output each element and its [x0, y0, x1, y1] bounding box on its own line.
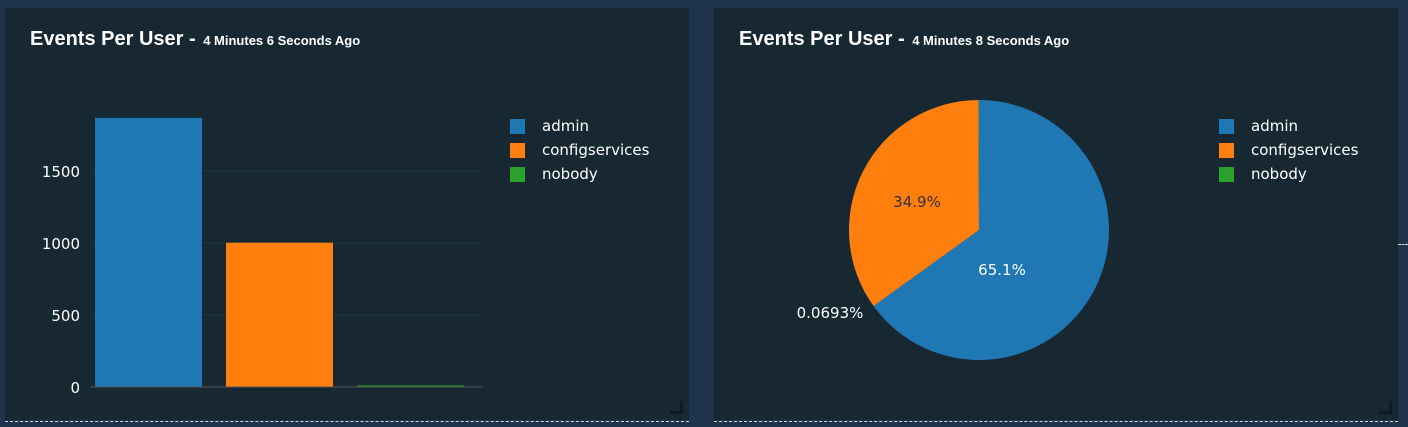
panel-title: Events Per User - 4 Minutes 8 Seconds Ag… [739, 28, 1069, 51]
title-text: Events Per User [739, 28, 893, 50]
legend-swatch [510, 166, 525, 182]
divider [5, 421, 689, 422]
legend-item-admin[interactable]: admin [510, 114, 649, 138]
bar-nobody [357, 385, 464, 387]
pie-chart: 65.1% 34.9% 0.0693% [797, 100, 1109, 360]
y-tick-label: 1000 [42, 235, 80, 253]
legend-label: nobody [542, 165, 598, 183]
legend-item-nobody[interactable]: nobody [510, 162, 649, 186]
legend-item-nobody[interactable]: nobody [1219, 162, 1358, 186]
legend-swatch [1219, 142, 1234, 158]
pie-chart-panel: Events Per User - 4 Minutes 8 Seconds Ag… [714, 8, 1398, 420]
legend-item-admin[interactable]: admin [1219, 114, 1358, 138]
legend-label: nobody [1251, 165, 1307, 183]
legend-label: configservices [542, 141, 650, 159]
resize-handle-icon[interactable] [670, 401, 683, 414]
pie-slice-admin [873, 100, 1109, 360]
pie-slice-configservices [849, 100, 979, 307]
resize-handle-icon[interactable] [1379, 401, 1392, 414]
legend-swatch [510, 118, 525, 134]
panel-age: 4 Minutes 8 Seconds Ago [912, 33, 1070, 48]
legend-item-configservices[interactable]: configservices [510, 138, 649, 162]
divider [1398, 244, 1408, 245]
panel-age: 4 Minutes 6 Seconds Ago [203, 33, 361, 48]
bar-chart-panel: Events Per User - 4 Minutes 6 Seconds Ag… [5, 8, 689, 420]
bar-admin [95, 117, 202, 387]
y-tick-label: 0 [70, 379, 80, 397]
bar-configservices [226, 242, 333, 387]
legend-label: admin [1251, 117, 1298, 135]
y-tick-label: 500 [51, 307, 80, 325]
divider [714, 421, 1398, 422]
legend: admin configservices nobody [510, 114, 649, 186]
pie-data-label: 34.9% [893, 193, 941, 211]
y-tick-label: 1500 [42, 163, 80, 181]
legend-label: admin [542, 117, 589, 135]
legend-item-configservices[interactable]: configservices [1219, 138, 1358, 162]
pie-data-label: 0.0693% [797, 304, 864, 322]
legend-swatch [1219, 118, 1234, 134]
title-separator: - [892, 28, 911, 50]
legend: admin configservices nobody [1219, 114, 1358, 186]
title-text: Events Per User [30, 28, 184, 50]
bar-chart: 0 500 1000 1500 [42, 117, 483, 397]
legend-label: configservices [1251, 141, 1359, 159]
title-separator: - [183, 28, 202, 50]
pie-data-label: 65.1% [978, 261, 1026, 279]
pie-slice-nobody [978, 100, 979, 230]
legend-swatch [1219, 166, 1234, 182]
panel-title: Events Per User - 4 Minutes 6 Seconds Ag… [30, 28, 360, 51]
legend-swatch [510, 142, 525, 158]
